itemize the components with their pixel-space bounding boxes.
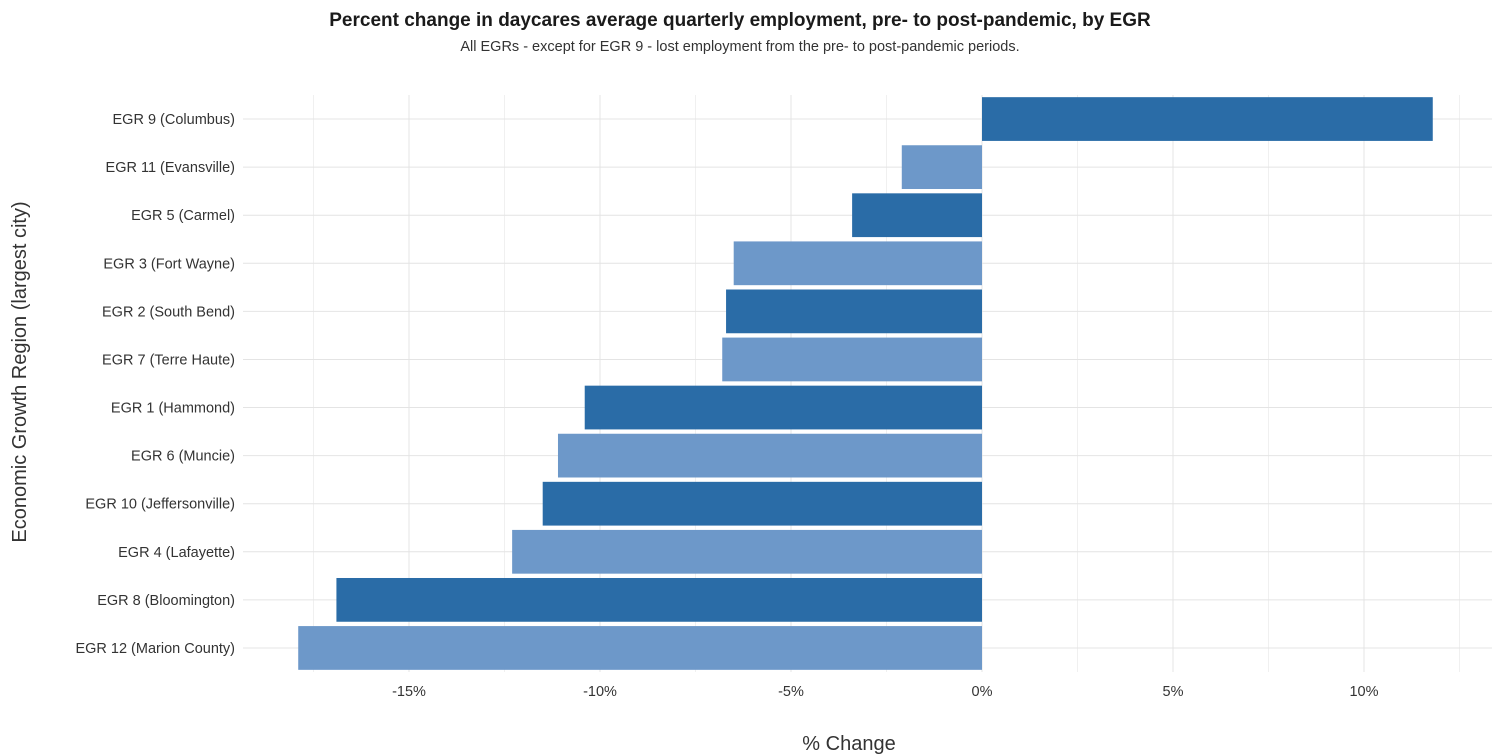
y-tick-label: EGR 1 (Hammond): [111, 401, 235, 417]
y-tick-label: EGR 5 (Carmel): [131, 208, 235, 224]
x-tick-label: 0%: [972, 684, 993, 700]
x-tick-label: -5%: [778, 684, 804, 700]
y-tick-label: EGR 11 (Evansville): [106, 160, 235, 176]
y-tick-label: EGR 9 (Columbus): [113, 112, 235, 128]
y-tick-label: EGR 7 (Terre Haute): [102, 352, 235, 368]
y-axis-title: Economic Growth Region (largest city): [9, 201, 31, 542]
bar: [336, 577, 982, 622]
y-tick-label: EGR 6 (Muncie): [131, 449, 235, 465]
bar: [298, 626, 983, 670]
bar: [901, 145, 982, 190]
x-tick-label: -10%: [583, 684, 617, 700]
chart-subtitle: All EGRs - except for EGR 9 - lost emplo…: [460, 39, 1019, 55]
bar: [852, 193, 982, 238]
x-tick-label: 5%: [1163, 684, 1184, 700]
bar: [542, 481, 982, 526]
x-tick-label: 10%: [1349, 684, 1378, 700]
y-tick-label: EGR 3 (Fort Wayne): [103, 256, 235, 272]
bar: [733, 241, 982, 286]
y-tick-labels: EGR 9 (Columbus) EGR 11 (Evansville) EGR 5…: [75, 112, 235, 657]
x-tick-labels: -15% -10% -5% 0% 5% 10%: [392, 684, 1379, 700]
x-axis-title: % Change: [802, 733, 895, 755]
y-tick-label: EGR 12 (Marion County): [75, 641, 235, 657]
y-tick-label: EGR 10 (Jeffersonville): [85, 497, 235, 513]
bar: [722, 337, 982, 382]
x-tick-label: -15%: [392, 684, 426, 700]
bar: [982, 97, 1433, 141]
bar: [584, 385, 982, 430]
chart-title: Percent change in daycares average quart…: [329, 10, 1151, 31]
bar-layer: [298, 97, 1433, 670]
y-tick-label: EGR 8 (Bloomington): [97, 593, 235, 609]
bar: [557, 433, 982, 478]
bar: [512, 529, 982, 574]
y-tick-label: EGR 4 (Lafayette): [118, 545, 235, 561]
bar: [726, 289, 982, 334]
y-tick-label: EGR 2 (South Bend): [102, 304, 235, 320]
